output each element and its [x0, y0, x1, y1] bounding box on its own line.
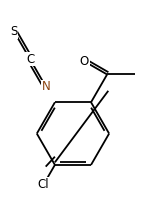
- Text: O: O: [80, 55, 89, 68]
- Text: N: N: [42, 81, 50, 93]
- Text: Cl: Cl: [38, 178, 49, 191]
- Text: C: C: [26, 53, 34, 66]
- Text: S: S: [10, 25, 18, 38]
